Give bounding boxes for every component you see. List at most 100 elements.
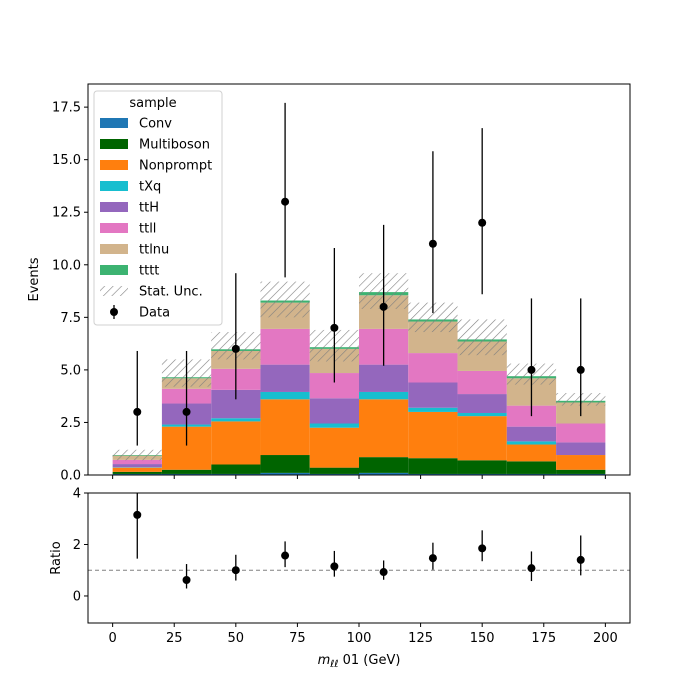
legend-items: Conv Multiboson Nonprompt tXq ttH ttll ttlnu tt… [100, 117, 212, 321]
legend-label-multiboson: Multiboson [139, 138, 210, 153]
legend-label-nonprompt: Nonprompt [139, 159, 212, 174]
data-point-2 [231, 344, 240, 353]
bar-multiboson-bin-6 [408, 458, 458, 474]
bar-nonprompt-bin-9 [556, 455, 606, 470]
bar-conv-bin-4 [309, 473, 359, 475]
bar-nonprompt-bin-7 [457, 416, 507, 461]
bar-multiboson-bin-3 [260, 455, 310, 473]
bar-txq-bin-3 [260, 391, 310, 400]
bar-tth-bin-5 [359, 364, 409, 392]
x-axis-label-rest: 01 (GeV) [339, 653, 401, 668]
bar-nonprompt-bin-0 [112, 467, 162, 472]
x-axis-label: mℓℓ 01 (GeV) [318, 653, 401, 670]
legend-swatch-stat-unc- [100, 286, 128, 296]
bar-tth-bin-3 [260, 364, 310, 392]
legend-swatch-txq [100, 181, 128, 191]
legend-swatch-ttll [100, 223, 128, 233]
bar-tth-bin-4 [309, 398, 359, 424]
x-tick-label-0: 0 [108, 631, 116, 646]
ratio-axes-frame [87, 492, 631, 624]
legend-swatch-tttt [100, 265, 128, 275]
x-tick-label-2: 50 [228, 631, 245, 646]
ratio-point-9 [576, 555, 585, 564]
data-point-1 [182, 407, 191, 416]
bar-nonprompt-bin-6 [408, 411, 458, 459]
x-axis-label-var: m [318, 653, 331, 668]
main-y-tick-label-5: 12.5 [52, 206, 81, 221]
legend-label-stat-unc-: Stat. Unc. [139, 285, 203, 300]
legend-label-ttll: ttll [139, 222, 156, 237]
data-point-6 [428, 239, 437, 248]
bar-multiboson-bin-8 [506, 461, 557, 474]
bar-nonprompt-bin-5 [359, 399, 409, 458]
x-tick-label-4: 100 [347, 631, 372, 646]
main-y-tick-label-6: 15.0 [52, 153, 81, 168]
ratio-point-8 [527, 564, 536, 573]
bar-tth-bin-7 [457, 394, 507, 413]
bar-conv-bin-7 [457, 473, 507, 475]
legend-label-txq: tXq [139, 180, 161, 195]
main-y-tick-label-7: 17.5 [52, 101, 81, 116]
ratio-point-2 [231, 566, 240, 575]
bar-nonprompt-bin-2 [211, 421, 261, 465]
data-point-5 [379, 302, 388, 311]
bar-conv-bin-8 [506, 473, 557, 475]
bar-conv-bin-3 [260, 472, 310, 475]
bar-tth-bin-9 [556, 442, 606, 456]
legend-label-tth: ttH [139, 201, 159, 216]
x-tick-label-8: 200 [593, 631, 618, 646]
main-plot: 0.0 2.5 5.0 7.5 10.0 12.5 15.0 17.5 Events [27, 83, 631, 484]
ratio-point-0 [133, 510, 142, 519]
data-point-4 [330, 323, 339, 332]
ratio-y-label: Ratio [49, 541, 64, 574]
bar-multiboson-bin-9 [556, 469, 606, 474]
legend-label-data: Data [139, 306, 170, 321]
bar-multiboson-bin-2 [211, 464, 261, 474]
ratio-point-5 [379, 568, 388, 577]
data-point-3 [281, 197, 290, 206]
data-point-0 [133, 407, 142, 416]
bar-ttll-bin-9 [556, 423, 606, 443]
bar-txq-bin-2 [211, 418, 261, 422]
x-axis-label-sub: ℓℓ [330, 659, 338, 670]
ratio-y-tick-label-2: 4 [73, 487, 81, 502]
legend-label-ttlnu: ttlnu [139, 243, 169, 258]
bar-txq-bin-6 [408, 407, 458, 412]
ratio-points [133, 493, 585, 589]
legend-label-tttt: tttt [139, 264, 159, 279]
bar-multiboson-bin-7 [457, 460, 507, 474]
ratio-y-tick-label-0: 0 [73, 589, 81, 604]
data-point-8 [527, 365, 536, 374]
bar-conv-bin-6 [408, 473, 458, 475]
legend-swatch-ttlnu [100, 244, 128, 254]
ratio-point-4 [330, 562, 339, 571]
ratio-y-tick-label-1: 2 [73, 538, 81, 553]
bar-ttll-bin-7 [457, 370, 507, 395]
bar-multiboson-bin-1 [161, 469, 212, 474]
bar-conv-bin-9 [556, 473, 606, 475]
stat-unc-bin-0 [112, 449, 162, 461]
bar-tth-bin-0 [112, 464, 162, 468]
ratio-plot: 0 2 4 0 25 50 75 100 125 150 175 200 Ratio mℓℓ 01 … [49, 487, 631, 670]
legend-swatch-nonprompt [100, 160, 128, 170]
bar-txq-bin-8 [506, 441, 557, 445]
legend-label-conv: Conv [139, 117, 172, 132]
ratio-point-7 [478, 544, 487, 553]
bar-txq-bin-7 [457, 412, 507, 417]
bar-multiboson-bin-5 [359, 457, 409, 473]
legend-swatch-data [110, 308, 118, 316]
x-tick-label-6: 150 [470, 631, 495, 646]
legend: sample Conv Multiboson Nonprompt tXq ttH ttll… [93, 90, 223, 326]
legend-swatch-multiboson [100, 139, 128, 149]
bar-txq-bin-4 [309, 423, 359, 428]
bar-conv-bin-0 [112, 473, 162, 475]
main-y-tick-label-1: 2.5 [60, 416, 81, 431]
x-tick-label-3: 75 [289, 631, 306, 646]
bar-nonprompt-bin-4 [309, 427, 359, 468]
bar-multiboson-bin-0 [112, 471, 162, 474]
ratio-point-6 [428, 554, 437, 563]
x-tick-label-7: 175 [531, 631, 556, 646]
bar-multiboson-bin-4 [309, 467, 359, 474]
ratio-point-3 [281, 551, 290, 560]
